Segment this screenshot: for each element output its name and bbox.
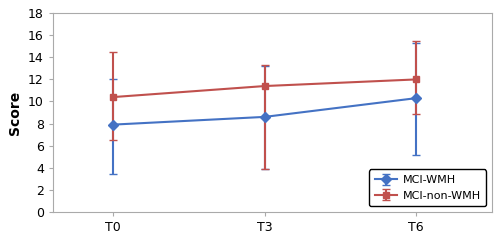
Legend: MCI-WMH, MCI-non-WMH: MCI-WMH, MCI-non-WMH bbox=[369, 169, 486, 206]
Y-axis label: Score: Score bbox=[8, 90, 22, 135]
